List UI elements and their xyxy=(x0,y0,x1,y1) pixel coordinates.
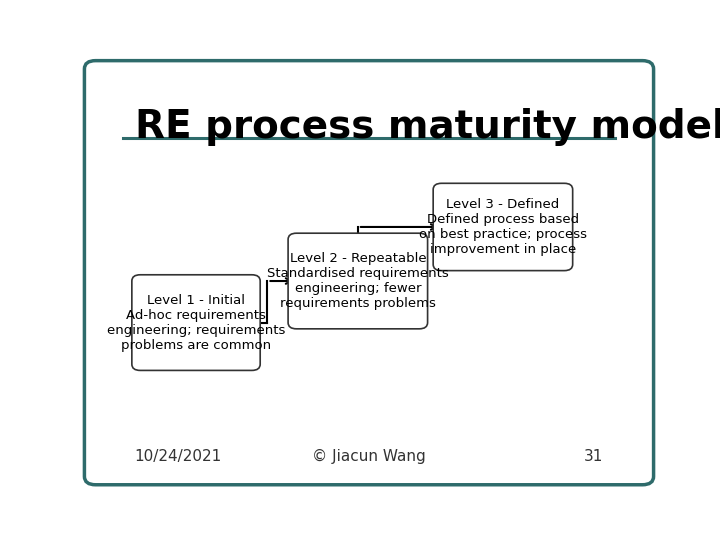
FancyBboxPatch shape xyxy=(288,233,428,329)
FancyBboxPatch shape xyxy=(132,275,260,370)
Text: Level 1 - Initial
Ad-hoc requirements
engineering; requirements
problems are com: Level 1 - Initial Ad-hoc requirements en… xyxy=(107,294,285,352)
Text: RE process maturity model: RE process maturity model xyxy=(135,109,720,146)
Text: 31: 31 xyxy=(584,449,603,464)
Text: 10/24/2021: 10/24/2021 xyxy=(135,449,222,464)
FancyBboxPatch shape xyxy=(84,60,654,485)
Text: Level 2 - Repeatable
Standardised requirements
engineering; fewer
requirements p: Level 2 - Repeatable Standardised requir… xyxy=(267,252,449,310)
FancyBboxPatch shape xyxy=(433,183,572,271)
Text: Level 3 - Defined
Defined process based
on best practice; process
improvement in: Level 3 - Defined Defined process based … xyxy=(419,198,587,256)
Text: © Jiacun Wang: © Jiacun Wang xyxy=(312,449,426,464)
